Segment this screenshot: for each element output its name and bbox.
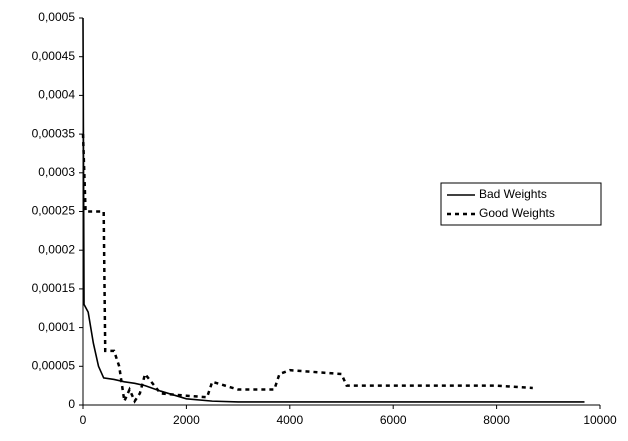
legend-label: Good Weights: [479, 206, 555, 220]
x-tick-label: 8000: [483, 413, 510, 427]
data-line: [81, 134, 533, 406]
y-tick-label: 0: [68, 397, 75, 411]
legend-box: [440, 182, 602, 226]
y-tick-label: 0,00045: [32, 49, 76, 63]
legend-label: Bad Weights: [479, 187, 547, 201]
x-tick-label: 4000: [276, 413, 303, 427]
x-tick-label: 0: [80, 413, 87, 427]
y-tick-label: 0,0003: [38, 165, 75, 179]
y-tick-label: 0,00015: [32, 281, 76, 295]
x-tick-label: 10000: [583, 413, 617, 427]
y-tick-label: 0,0004: [38, 88, 75, 102]
y-tick-label: 0,00035: [32, 126, 76, 140]
data-line: [82, 17, 585, 403]
x-tick-label: 6000: [380, 413, 407, 427]
y-tick-label: 0,0005: [38, 10, 75, 24]
y-tick-label: 0,00005: [32, 358, 76, 372]
y-tick-label: 0,00025: [32, 204, 76, 218]
y-tick-label: 0,0002: [38, 242, 75, 256]
y-tick-label: 0,0001: [38, 320, 75, 334]
x-tick-label: 2000: [173, 413, 200, 427]
